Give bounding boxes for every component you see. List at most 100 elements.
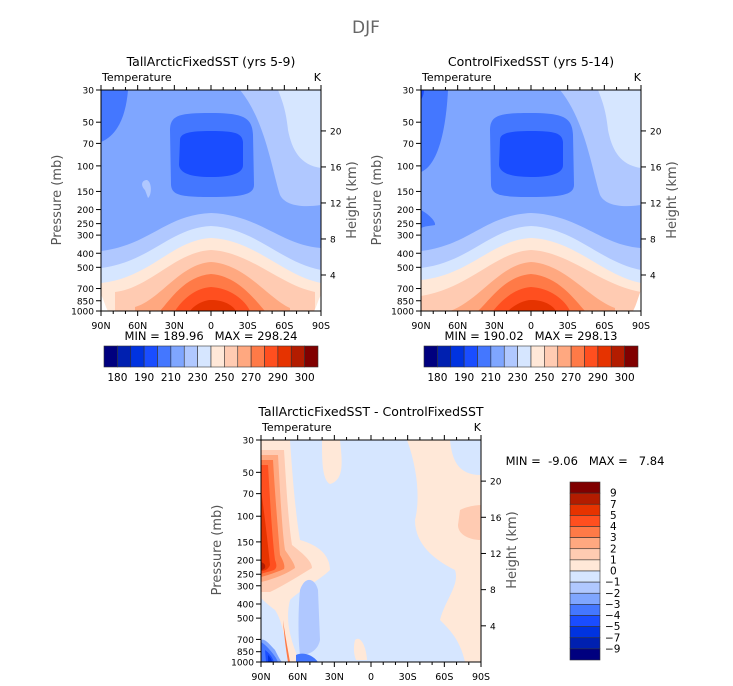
colorbar-swatch xyxy=(423,345,438,368)
colorbar-swatch xyxy=(463,345,478,368)
colorbar-label: 180 xyxy=(427,372,447,384)
y-right-axis-label: Height (km) xyxy=(505,511,520,588)
band-295 xyxy=(508,300,556,311)
band-295 xyxy=(190,300,236,311)
colorbar-label: 230 xyxy=(188,372,208,384)
colorbar-swatch xyxy=(584,345,599,368)
colorbar-label: −1 xyxy=(605,577,620,589)
min-max-stats: MIN = 190.02 MAX = 298.13 xyxy=(445,329,618,343)
y-tick-label: 400 xyxy=(397,250,414,260)
band-neg4-neg3 xyxy=(261,642,278,662)
y-right-tick-label: 8 xyxy=(330,235,336,245)
y-axis-label: Pressure (mb) xyxy=(50,155,65,246)
x-tick-label: 30N xyxy=(165,321,184,332)
x-tick-label: 0 xyxy=(368,672,374,683)
y-tick-label: 400 xyxy=(77,250,94,260)
band-230-patch xyxy=(142,180,151,198)
y-tick-label: 100 xyxy=(77,162,94,172)
colorbar-label: 250 xyxy=(214,372,234,384)
x-tick-label: 30N xyxy=(325,672,344,683)
y-right-tick-label: 16 xyxy=(330,163,342,173)
colorbar-swatch xyxy=(569,481,601,494)
colorbar-label: −7 xyxy=(605,632,620,644)
band-neg4-near-60n xyxy=(296,653,318,662)
colorbar-swatch xyxy=(170,345,185,368)
colorbar-label: 2 xyxy=(610,543,617,555)
colorbar-swatch xyxy=(117,345,132,368)
colorbar-swatch xyxy=(477,345,492,368)
x-tick-label: 0 xyxy=(208,321,214,332)
band-290 xyxy=(175,287,250,311)
x-tick-label: 90S xyxy=(632,321,650,332)
colorbar-swatch xyxy=(250,345,265,368)
panel-units-label: K xyxy=(314,71,322,84)
panel-title: TallArcticFixedSST (yrs 5-9) xyxy=(126,54,296,69)
colorbar-label: −9 xyxy=(605,643,620,655)
y-tick-label: 150 xyxy=(237,538,254,548)
x-tick-label: 60N xyxy=(448,321,467,332)
colorbar-swatch xyxy=(210,345,225,368)
min-max-stats: MIN = 189.96 MAX = 298.24 xyxy=(125,329,298,343)
y-tick-label: 300 xyxy=(77,232,94,242)
band-0-1-patch xyxy=(322,440,342,484)
colorbar-swatch xyxy=(264,345,279,368)
band-290 xyxy=(493,287,570,311)
colorbar-swatch xyxy=(557,345,572,368)
x-tick-label: 60S xyxy=(275,321,293,332)
colorbar-swatch xyxy=(304,345,319,368)
missing-data xyxy=(633,290,641,311)
panel-units-label: K xyxy=(474,421,482,434)
colorbar-swatch xyxy=(610,345,625,368)
colorbar-swatch xyxy=(570,345,585,368)
missing-data xyxy=(314,295,321,311)
y-right-tick-label: 16 xyxy=(490,514,502,524)
colorbar-label: 210 xyxy=(161,372,181,384)
y-right-tick-label: 12 xyxy=(650,199,661,209)
y-tick-label: 300 xyxy=(397,232,414,242)
colorbar-label: 230 xyxy=(508,372,528,384)
colorbar-swatch xyxy=(544,345,559,368)
colorbar-label: 1 xyxy=(610,554,617,566)
y-tick-label: 300 xyxy=(237,582,254,592)
colorbar-label: 190 xyxy=(134,372,154,384)
contour-field xyxy=(101,90,321,311)
band-210-polar xyxy=(101,90,128,142)
contour-field xyxy=(421,90,641,311)
colorbar-label: 4 xyxy=(610,521,617,533)
y-right-tick-label: 20 xyxy=(490,478,502,488)
x-tick-label: 60N xyxy=(128,321,147,332)
y-tick-label: 50 xyxy=(83,119,95,129)
y-tick-label: 200 xyxy=(77,206,94,216)
y-tick-label: 700 xyxy=(237,636,254,646)
band-200-core xyxy=(499,131,563,177)
colorbar-label: 190 xyxy=(454,372,474,384)
colorbar-swatch xyxy=(569,615,601,627)
band-1-2-south xyxy=(458,505,481,540)
colorbar-label: 290 xyxy=(268,372,288,384)
colorbar-label: 3 xyxy=(610,532,617,544)
y-tick-label: 150 xyxy=(397,188,414,198)
colorbar-swatch xyxy=(569,548,601,561)
y-right-tick-label: 4 xyxy=(490,622,496,632)
colorbar-swatch xyxy=(490,345,505,368)
colorbar-label: −3 xyxy=(605,599,620,611)
y-tick-label: 200 xyxy=(397,206,414,216)
y-right-axis-label: Height (km) xyxy=(345,161,360,238)
y-tick-label: 1000 xyxy=(231,659,254,669)
colorbar-swatch xyxy=(290,345,305,368)
colorbar-label: 270 xyxy=(561,372,581,384)
band-240-south xyxy=(598,90,641,168)
y-tick-label: 500 xyxy=(237,615,254,625)
y-axis-label: Pressure (mb) xyxy=(370,155,385,246)
y-right-tick-label: 20 xyxy=(650,127,662,137)
y-tick-label: 850 xyxy=(237,648,254,658)
y-tick-label: 250 xyxy=(397,220,414,230)
colorbar-label: 250 xyxy=(534,372,554,384)
axes: 3050701001502002503004005007008501000481… xyxy=(71,85,342,332)
y-tick-label: 500 xyxy=(397,264,414,274)
colorbar-label: −5 xyxy=(605,621,620,633)
colorbar: 180 190 210 230 250 270 290 300 xyxy=(423,345,639,384)
colorbar-label: 7 xyxy=(610,499,617,511)
colorbar-swatch xyxy=(569,592,601,605)
